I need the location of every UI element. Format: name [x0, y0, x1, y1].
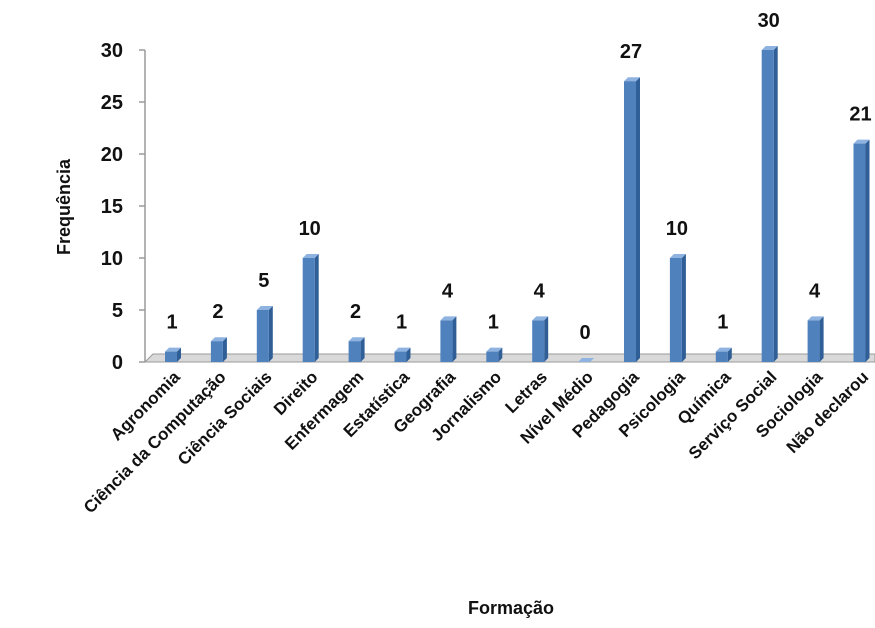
bar-top-face — [761, 46, 778, 50]
bar-direito — [302, 254, 319, 362]
bar-top-face — [578, 358, 595, 362]
bar-pedagogia — [624, 77, 640, 362]
bars — [165, 46, 870, 362]
bar-front-face — [532, 320, 545, 362]
data-label-agronomia: 1 — [166, 312, 177, 334]
bar-top-face — [348, 337, 365, 342]
bar-side-face — [360, 337, 365, 362]
bar-geografia — [440, 316, 457, 362]
bar-top-face — [394, 347, 411, 352]
bar-top-face — [669, 254, 686, 258]
bar-side-face — [268, 306, 273, 362]
y-tick-label: 30 — [101, 40, 123, 62]
y-tick-label: 0 — [112, 352, 123, 374]
bar-top-face — [256, 306, 273, 310]
data-label-letras: 4 — [534, 280, 546, 302]
bar-top-face — [486, 347, 503, 352]
bar-side-face — [681, 254, 686, 362]
y-axis — [139, 49, 146, 363]
data-label-servico-social: 30 — [758, 10, 780, 32]
bar-jornalismo — [486, 347, 503, 362]
bar-top-face — [715, 347, 732, 352]
bar-top-face — [302, 254, 319, 258]
bar-front-face — [440, 320, 453, 362]
bar-side-face — [773, 46, 778, 362]
data-label-ciencia-da-computacao: 2 — [212, 301, 223, 323]
bar-enfermagem — [348, 337, 365, 362]
data-label-quimica: 1 — [717, 312, 728, 334]
bar-nivel-medio — [578, 358, 595, 362]
y-tick-label: 20 — [101, 144, 123, 166]
bar-nao-declarou — [853, 139, 870, 362]
data-label-nivel-medio: 0 — [580, 322, 591, 344]
data-label-sociologia: 4 — [809, 280, 821, 302]
bar-side-face — [819, 316, 824, 362]
bar-top-face — [210, 337, 227, 342]
bar-side-face — [544, 316, 549, 362]
bar-front-face — [807, 320, 820, 362]
bar-estatistica — [394, 347, 411, 362]
data-label-pedagogia: 27 — [620, 41, 642, 63]
bar-top-face — [165, 347, 181, 352]
x-axis-title: Formação — [468, 598, 554, 618]
bar-front-face — [761, 50, 774, 362]
bar-top-face — [440, 316, 457, 321]
y-axis-title: Frequência — [54, 158, 74, 255]
category-label-nao-declarou: Não declarou — [783, 367, 873, 457]
bar-agronomia — [165, 347, 181, 362]
y-tick-label: 5 — [112, 300, 123, 322]
bar-front-face — [486, 351, 499, 362]
y-tick-label: 10 — [101, 248, 123, 270]
bar-side-face — [452, 316, 457, 362]
bar-top-face — [807, 316, 824, 321]
data-label-ciencia-sociais: 5 — [258, 270, 269, 292]
bar-side-face — [727, 347, 732, 362]
bar-quimica — [715, 347, 732, 362]
bar-front-face — [669, 258, 682, 362]
bar-side-face — [498, 347, 503, 362]
bar-front-face — [210, 341, 223, 362]
bar-psicologia — [669, 254, 686, 362]
bar-side-face — [865, 139, 870, 362]
bar-side-face — [177, 347, 181, 362]
bar-sociologia — [807, 316, 824, 362]
data-label-enfermagem: 2 — [350, 301, 361, 323]
bar-letras — [532, 316, 549, 362]
bar-front-face — [853, 143, 866, 362]
bar-front-face — [302, 258, 315, 362]
bar-front-face — [715, 351, 728, 362]
data-label-jornalismo: 1 — [488, 312, 499, 334]
bar-side-face — [314, 254, 319, 362]
bar-side-face — [636, 77, 640, 362]
y-tick-label: 15 — [101, 196, 123, 218]
bar-front-face — [394, 351, 407, 362]
bar-front-face — [165, 351, 177, 362]
data-label-estatistica: 1 — [396, 312, 407, 334]
data-label-direito: 10 — [299, 218, 321, 240]
bar-servico-social — [761, 46, 778, 362]
bar-ciencia-sociais — [256, 306, 273, 362]
y-tick-labels: 0 5 10 15 20 25 30 — [101, 40, 123, 374]
y-tick-label: 25 — [101, 92, 123, 114]
bar-front-face — [348, 341, 361, 362]
bar-side-face — [222, 337, 227, 362]
data-label-psicologia: 10 — [666, 218, 688, 240]
bar-ciencia-da-computacao — [210, 337, 227, 362]
bar-front-face — [256, 310, 269, 362]
bar-top-face — [624, 77, 640, 82]
bar-front-face — [624, 81, 636, 362]
data-label-geografia: 4 — [442, 280, 454, 302]
bar-top-face — [853, 139, 870, 144]
data-label-nao-declarou: 21 — [849, 104, 871, 126]
bar-top-face — [532, 316, 549, 321]
bar-side-face — [406, 347, 411, 362]
